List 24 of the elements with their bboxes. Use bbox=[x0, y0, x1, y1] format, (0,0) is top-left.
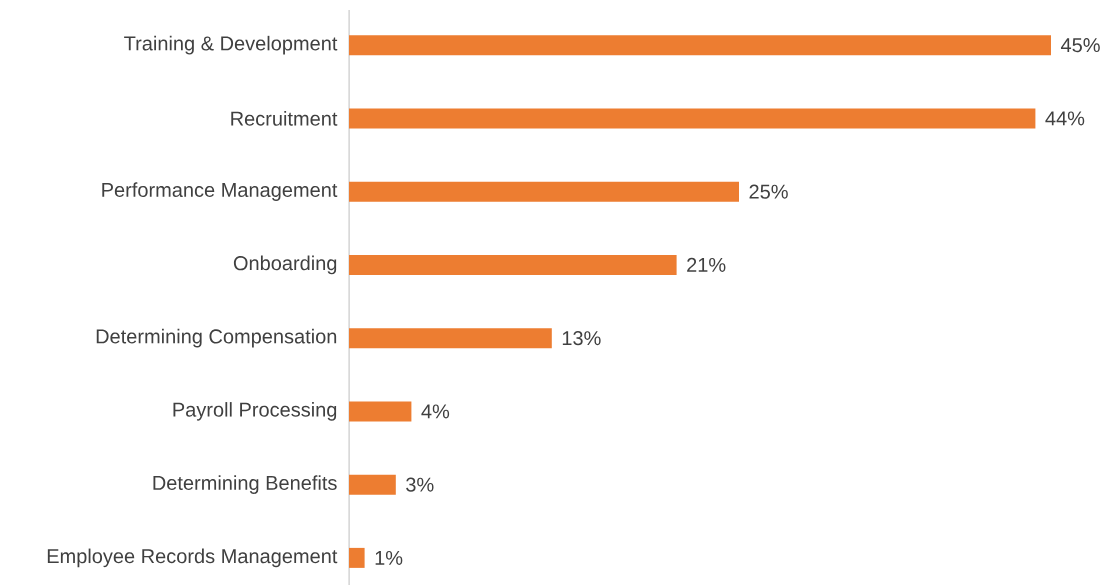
data-label: 13% bbox=[562, 331, 601, 346]
y-tick-label: Recruitment bbox=[231, 111, 338, 126]
bar bbox=[349, 474, 396, 495]
bar bbox=[349, 181, 739, 202]
data-label: 45% bbox=[1060, 38, 1100, 53]
y-tick-label: Determining Benefits bbox=[153, 475, 337, 494]
data-label: 25% bbox=[749, 184, 788, 199]
y-tick-label: Payroll Processing bbox=[173, 402, 337, 421]
y-tick-label: Employee Records Management bbox=[47, 548, 338, 568]
bar bbox=[349, 547, 365, 568]
y-tick-label: Performance Management bbox=[102, 182, 338, 201]
bar bbox=[349, 401, 412, 422]
data-label: 4% bbox=[421, 404, 450, 419]
bar bbox=[349, 254, 677, 275]
y-tick-label: Determining Compensation bbox=[96, 328, 337, 348]
data-label: 3% bbox=[406, 477, 434, 492]
data-label: 44% bbox=[1045, 111, 1085, 126]
y-tick-label: Training & Development bbox=[124, 35, 338, 55]
bar bbox=[349, 108, 1036, 129]
y-tick-label: Onboarding bbox=[233, 255, 337, 275]
data-label: 21% bbox=[687, 257, 726, 272]
data-label: 1% bbox=[375, 550, 403, 565]
bar bbox=[349, 328, 552, 349]
bar bbox=[349, 35, 1051, 56]
